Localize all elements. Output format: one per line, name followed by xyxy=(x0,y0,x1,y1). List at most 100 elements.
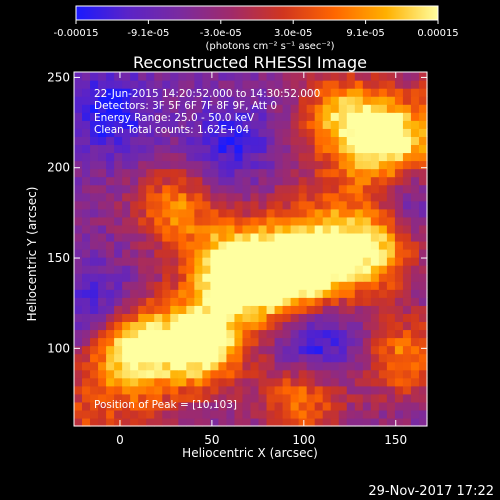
heatmap-cell xyxy=(370,281,380,290)
heatmap-cell xyxy=(162,168,171,178)
heatmap-cell xyxy=(74,377,83,387)
heatmap-cell xyxy=(362,393,372,403)
heatmap-cell xyxy=(410,409,420,419)
heatmap-cell xyxy=(410,393,420,403)
heatmap-cell xyxy=(378,224,388,234)
heatmap-cell xyxy=(282,417,292,427)
heatmap-cell xyxy=(386,289,396,298)
heatmap-cell xyxy=(282,409,292,419)
heatmap-cell xyxy=(346,144,356,154)
heatmap-cell xyxy=(90,224,99,234)
heatmap-cell xyxy=(298,112,308,121)
heatmap-cell xyxy=(226,112,236,121)
heatmap-cell xyxy=(242,104,252,113)
heatmap-cell xyxy=(298,192,308,202)
heatmap-cell xyxy=(114,192,123,202)
heatmap-cell xyxy=(306,417,316,427)
heatmap-cell xyxy=(122,273,131,282)
heatmap-cell xyxy=(210,385,220,395)
heatmap-cell xyxy=(114,385,123,395)
heatmap-cell xyxy=(74,313,83,323)
heatmap-cell xyxy=(162,297,171,306)
heatmap-cell xyxy=(274,345,284,355)
heatmap-cell xyxy=(330,160,340,170)
heatmap-cell xyxy=(370,385,380,395)
heatmap-cell xyxy=(410,369,420,379)
heatmap-cell xyxy=(282,393,292,403)
heatmap-cell xyxy=(178,216,187,226)
heatmap-cell xyxy=(290,305,300,314)
heatmap-cell xyxy=(218,281,228,290)
heatmap-cell xyxy=(250,257,260,266)
heatmap-cell xyxy=(218,136,228,146)
heatmap-cell xyxy=(130,176,139,186)
heatmap-cell xyxy=(194,257,203,266)
heatmap-cell xyxy=(410,417,420,427)
heatmap-cell xyxy=(354,385,364,395)
heatmap-cell xyxy=(362,281,372,290)
heatmap-cell xyxy=(346,200,356,210)
heatmap-cell xyxy=(330,401,340,411)
heatmap-cell xyxy=(90,249,99,258)
heatmap-cell xyxy=(370,321,380,331)
heatmap-cell xyxy=(226,96,236,105)
heatmap-cell xyxy=(226,337,236,347)
heatmap-cell xyxy=(386,72,396,81)
heatmap-cell xyxy=(378,321,388,331)
heatmap-cell xyxy=(138,104,147,113)
heatmap-cell xyxy=(418,160,428,170)
heatmap-cell xyxy=(106,176,115,186)
heatmap-cell xyxy=(354,240,364,250)
heatmap-cell xyxy=(290,136,300,146)
heatmap-cell xyxy=(74,417,83,427)
heatmap-cell xyxy=(74,232,83,242)
heatmap-cell xyxy=(74,393,83,403)
heatmap-cell xyxy=(258,297,268,306)
heatmap-cell xyxy=(338,409,348,419)
heatmap-cell xyxy=(266,232,276,242)
heatmap-cell xyxy=(354,184,364,194)
heatmap-cell xyxy=(90,305,99,314)
heatmap-cell xyxy=(274,393,284,403)
heatmap-cell xyxy=(306,305,316,314)
heatmap-cell xyxy=(202,232,211,242)
heatmap-cell xyxy=(114,329,123,339)
heatmap-cell xyxy=(210,345,220,355)
heatmap-cell xyxy=(250,152,260,162)
heatmap-cell xyxy=(394,369,404,379)
heatmap-cell xyxy=(130,385,139,395)
heatmap-cell xyxy=(258,281,268,290)
heatmap-cell xyxy=(362,289,372,298)
heatmap-cell xyxy=(186,401,195,411)
heatmap-cell xyxy=(226,313,236,323)
heatmap-cell xyxy=(274,240,284,250)
heatmap-cell xyxy=(138,369,147,379)
heatmap-cell xyxy=(114,160,123,170)
heatmap-cell xyxy=(306,289,316,298)
heatmap-cell xyxy=(274,112,284,121)
heatmap-cell xyxy=(266,208,276,218)
heatmap-cell xyxy=(242,176,252,186)
heatmap-cell xyxy=(130,168,139,178)
heatmap-cell xyxy=(322,385,332,395)
heatmap-cell xyxy=(410,136,420,146)
heatmap-cell xyxy=(114,289,123,298)
heatmap-cell xyxy=(386,224,396,234)
heatmap-cell xyxy=(322,297,332,306)
heatmap-cell xyxy=(194,216,203,226)
heatmap-cell xyxy=(242,305,252,314)
heatmap-cell xyxy=(378,160,388,170)
heatmap-cell xyxy=(194,72,203,81)
heatmap-cell xyxy=(330,200,340,210)
heatmap-cell xyxy=(266,216,276,226)
heatmap-cell xyxy=(410,72,420,81)
heatmap-cell xyxy=(378,417,388,427)
heatmap-cell xyxy=(90,361,99,371)
colorbar-ticks: -0.00015 -9.1e-05 -3.0e-05 3.0e-05 9.1e-05 0.… xyxy=(54,20,459,39)
heatmap-cell xyxy=(186,393,195,403)
heatmap-cell xyxy=(178,409,187,419)
heatmap-cell xyxy=(90,192,99,202)
heatmap-cell xyxy=(186,297,195,306)
heatmap-cell xyxy=(306,345,316,355)
heatmap-cell xyxy=(410,184,420,194)
